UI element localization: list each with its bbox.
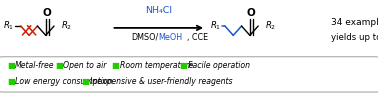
FancyBboxPatch shape bbox=[0, 57, 378, 92]
Text: ■: ■ bbox=[112, 61, 119, 70]
Text: 34 examples: 34 examples bbox=[331, 18, 378, 27]
Text: ■: ■ bbox=[180, 61, 187, 70]
Text: $\mathit{R}_2$: $\mathit{R}_2$ bbox=[61, 20, 72, 32]
Text: Room temperature: Room temperature bbox=[120, 61, 193, 70]
Text: $\mathit{R}_1$: $\mathit{R}_1$ bbox=[210, 20, 221, 32]
Text: O: O bbox=[43, 8, 52, 18]
Text: $\mathit{R}_2$: $\mathit{R}_2$ bbox=[265, 20, 276, 32]
Text: MeOH: MeOH bbox=[158, 33, 183, 42]
Text: ■: ■ bbox=[81, 77, 89, 86]
Text: Inexpensive & user-friendly reagents: Inexpensive & user-friendly reagents bbox=[90, 77, 232, 86]
Text: NH₄Cl: NH₄Cl bbox=[145, 6, 172, 15]
Text: Facile operation: Facile operation bbox=[188, 61, 250, 70]
Text: ■: ■ bbox=[55, 61, 63, 70]
Text: Open to air: Open to air bbox=[63, 61, 107, 70]
Text: $\mathit{R}_1$: $\mathit{R}_1$ bbox=[3, 20, 14, 32]
Text: DMSO/: DMSO/ bbox=[131, 33, 158, 42]
Text: ■: ■ bbox=[7, 77, 15, 86]
Text: yields up to 92%: yields up to 92% bbox=[331, 33, 378, 42]
Text: , CCE: , CCE bbox=[187, 33, 208, 42]
Text: Low energy consumption: Low energy consumption bbox=[15, 77, 113, 86]
Text: O: O bbox=[247, 8, 256, 18]
Text: ■: ■ bbox=[7, 61, 15, 70]
Text: Metal-free: Metal-free bbox=[15, 61, 54, 70]
